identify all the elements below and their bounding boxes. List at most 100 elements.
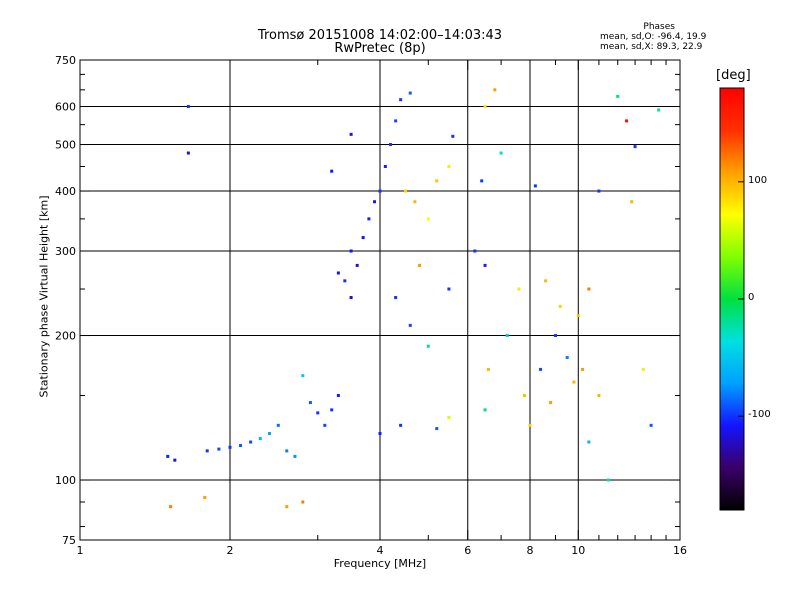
data-point [205,449,209,453]
data-point [239,444,243,448]
data-point [399,423,403,427]
data-point [528,423,532,427]
data-point [367,217,371,221]
colorbar-tick-label: 100 [748,174,768,186]
data-point [435,427,439,431]
data-point [301,374,305,378]
data-point [576,314,580,318]
y-tick-label: 750 [55,54,76,67]
data-point [533,184,537,188]
data-point [389,143,393,147]
data-point [217,447,221,451]
x-tick-label: 1 [77,544,84,557]
data-point [597,394,601,398]
x-axis-label: Frequency [MHz] [333,557,427,570]
y-tick-label: 200 [55,330,76,343]
data-point [447,287,451,291]
data-point [316,411,320,415]
data-point [186,151,190,155]
data-point [383,164,387,168]
data-point [349,132,353,136]
data-point [607,478,611,482]
chart-title: Tromsø 20151008 14:02:00–14:03:43 [257,28,503,43]
phases-x-stats: mean, sd,X: 89.3, 22.9 [600,42,703,52]
data-point [308,401,312,405]
data-point [544,279,548,283]
data-point [399,98,403,102]
data-point [426,217,430,221]
data-point [301,500,305,504]
data-point [447,164,451,168]
x-tick-label: 4 [377,544,384,557]
data-point [517,287,521,291]
data-point [173,458,177,462]
tick-labels: 1 2 4 6 8 10 16 75 100 200 300 400 500 600 750 [55,54,687,557]
y-tick-label: 300 [55,245,76,258]
x-tick-label: 10 [571,544,585,557]
data-point [336,271,340,275]
data-point [426,344,430,348]
data-point [549,401,553,405]
data-point [630,200,634,204]
data-point [572,380,576,384]
data-point [486,367,490,371]
chart-subtitle: RwPretec (8p) [334,41,426,56]
data-point [447,415,451,419]
data-point [633,145,637,149]
data-point [597,189,601,193]
axes [79,59,681,541]
data-point [408,323,412,327]
data-point [373,200,377,204]
data-point [403,189,407,193]
phases-summary: Phases mean, sd,O: -96.4, 19.9 mean, sd,… [600,22,706,52]
y-tick-label: 100 [55,474,76,487]
y-tick-label: 600 [55,101,76,114]
data-point [228,445,232,449]
x-tick-label: 2 [227,544,234,557]
scatter-points [166,88,661,509]
data-point [394,296,398,300]
data-point [276,423,280,427]
data-point [349,296,353,300]
data-point [267,432,271,436]
data-point [625,119,629,123]
data-point [493,88,497,92]
y-tick-label: 400 [55,185,76,198]
data-point [505,334,509,338]
data-point [587,440,591,444]
data-point [166,454,170,458]
data-point [435,179,439,183]
grid-lines [80,60,680,540]
data-point [203,495,207,499]
data-point [451,134,455,138]
data-point [285,449,289,453]
data-point [480,179,484,183]
y-tick-label: 75 [62,534,76,547]
data-point [285,505,289,509]
data-point [581,367,585,371]
data-point [169,505,173,509]
colorbar-unit-label: [deg] [716,68,751,83]
colorbar [719,87,745,511]
data-point [408,91,412,95]
y-axis-label: Stationary phase Virtual Height [km] [37,195,51,398]
x-tick-label: 16 [673,544,687,557]
phases-o-stats: mean, sd,O: -96.4, 19.9 [600,32,707,42]
data-point [587,287,591,291]
data-point [483,105,487,109]
phases-heading: Phases [643,22,675,32]
data-point [349,249,353,253]
x-tick-label: 6 [464,544,471,557]
data-point [565,355,569,359]
data-point [558,304,562,308]
data-point [323,423,327,427]
data-point [293,454,297,458]
data-point [378,189,382,193]
data-point [473,249,477,253]
data-point [641,367,645,371]
data-point [417,263,421,267]
data-point [483,263,487,267]
data-point [355,263,359,267]
x-tick-label: 8 [527,544,534,557]
